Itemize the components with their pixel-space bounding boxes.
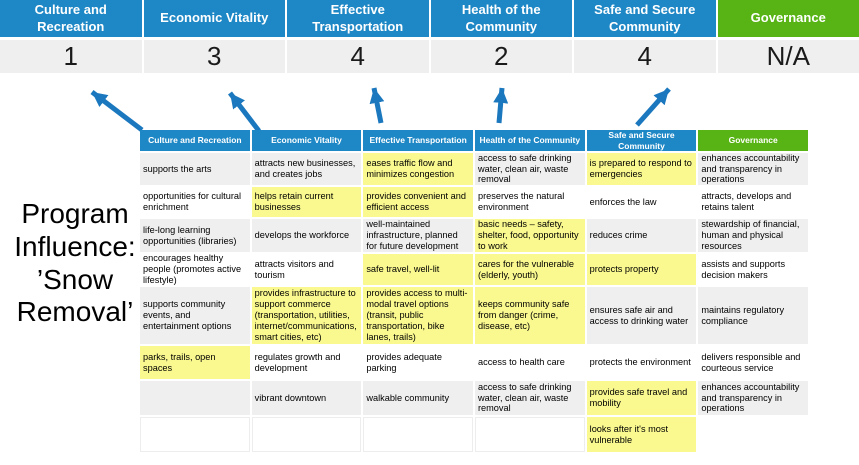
up-arrow-2 [228,91,261,133]
matrix-cell-safe-and-secure-community-row5: ensures safe air and access to drinking … [586,287,697,344]
summary-score-culture-and-recreation: 1 [0,40,142,73]
matrix-cell-effective-transportation-row7: walkable community [363,381,473,415]
matrix-cell-health-of-the-community-row3: basic needs – safety, shelter, food, opp… [474,219,585,252]
matrix-cell-economic-vitality-row4: attracts visitors and tourism [251,254,362,285]
summary-header-economic-vitality: Economic Vitality [143,0,285,37]
matrix-cell-culture-and-recreation-row1: supports the arts [140,153,250,185]
matrix-cell-safe-and-secure-community-row2: enforces the law [586,187,697,217]
matrix-cell-culture-and-recreation-row6: parks, trails, open spaces [140,346,250,379]
matrix-cell-economic-vitality-row5: provides infrastructure to support comme… [251,287,362,344]
matrix-cell-health-of-the-community-row1: access to safe drinking water, clean air… [474,153,585,185]
matrix-cell-governance-row8 [698,417,808,452]
matrix-cell-effective-transportation-row6: provides adequate parking [363,346,473,379]
matrix-header-culture-and-recreation: Culture and Recreation [140,130,250,151]
summary-header-governance: Governance [717,0,859,37]
matrix-header-health-of-the-community: Health of the Community [474,130,585,151]
matrix-cell-economic-vitality-row7: vibrant downtown [251,381,362,415]
matrix-cell-health-of-the-community-row2: preserves the natural environment [474,187,585,217]
matrix-header-governance: Governance [698,130,808,151]
up-arrow-4 [493,87,509,124]
matrix-cell-health-of-the-community-row7: access to safe drinking water, clean air… [474,381,585,415]
influence-matrix: Culture and Recreation Economic Vitality E… [140,130,808,452]
matrix-cell-effective-transportation-row1: eases traffic flow and minimizes congest… [363,153,473,185]
summary-header-culture-and-recreation: Culture and Recreation [0,0,142,37]
matrix-cell-culture-and-recreation-row2: opportunities for cultural enrichment [140,187,250,217]
up-arrow-3 [369,87,385,124]
matrix-header-economic-vitality: Economic Vitality [251,130,362,151]
matrix-header-safe-and-secure-community: Safe and Secure Community [586,130,697,151]
matrix-cell-effective-transportation-row2: provides convenient and efficient access [363,187,473,217]
matrix-cell-safe-and-secure-community-row3: reduces crime [586,219,697,252]
matrix-cell-culture-and-recreation-row3: life-long learning opportunities (librar… [140,219,250,252]
matrix-cell-safe-and-secure-community-row1: is prepared to respond to emergencies [586,153,697,185]
up-arrow-5 [635,87,671,127]
matrix-cell-health-of-the-community-row8 [474,417,585,452]
matrix-cell-economic-vitality-row3: develops the workforce [251,219,362,252]
matrix-cell-safe-and-secure-community-row7: provides safe travel and mobility [586,381,697,415]
matrix-cell-governance-row7: enhances accountability and transparency… [698,381,808,415]
matrix-cell-governance-row2: attracts, develops and retains talent [698,187,808,217]
summary-header-health-of-the-community: Health of the Community [430,0,572,37]
summary-score-safe-and-secure-community: 4 [574,40,716,73]
matrix-cell-culture-and-recreation-row8 [140,417,250,452]
summary-score-governance: N/A [717,40,859,73]
matrix-cell-health-of-the-community-row4: cares for the vulnerable (elderly, youth… [474,254,585,285]
matrix-cell-economic-vitality-row1: attracts new businesses, and creates job… [251,153,362,185]
matrix-header-effective-transportation: Effective Transportation [363,130,473,151]
matrix-cell-culture-and-recreation-row5: supports community events, and entertain… [140,287,250,344]
summary-header-safe-and-secure-community: Safe and Secure Community [574,0,716,37]
matrix-cell-governance-row4: assists and supports decision makers [698,254,808,285]
matrix-cell-governance-row3: stewardship of financial, human and phys… [698,219,808,252]
matrix-cell-effective-transportation-row3: well-maintained infrastructure, planned … [363,219,473,252]
matrix-cell-culture-and-recreation-row4: encourages healthy people (promotes acti… [140,253,250,285]
matrix-cell-culture-and-recreation-row7 [140,381,250,415]
matrix-cell-governance-row1: enhances accountability and transparency… [698,153,808,185]
matrix-cell-economic-vitality-row8 [251,417,362,452]
matrix-cell-health-of-the-community-row5: keeps community safe from danger (crime,… [474,287,585,344]
summary-score-economic-vitality: 3 [143,40,285,73]
summary-table: Culture and Recreation Economic Vitality… [0,0,859,73]
matrix-cell-effective-transportation-row5: provides access to multi-modal travel op… [363,287,473,344]
matrix-cell-governance-row6: delivers responsible and courteous servi… [698,346,808,379]
matrix-cell-effective-transportation-row4: safe travel, well-lit [363,254,473,285]
matrix-cell-effective-transportation-row8 [363,417,473,452]
program-influence-title: Program Influence: ’Snow Removal’ [14,198,136,328]
influence-arrows [90,87,671,133]
matrix-cell-economic-vitality-row2: helps retain current businesses [251,187,362,217]
matrix-cell-safe-and-secure-community-row8: looks after it's most vulnerable [586,417,697,452]
matrix-cell-safe-and-secure-community-row6: protects the environment [586,346,697,379]
matrix-cell-health-of-the-community-row6: access to health care [474,346,585,379]
matrix-cell-economic-vitality-row6: regulates growth and development [251,346,362,379]
summary-header-effective-transportation: Effective Transportation [287,0,429,37]
summary-score-effective-transportation: 4 [287,40,429,73]
up-arrow-1 [90,90,144,132]
matrix-cell-governance-row5: maintains regulatory compliance [698,287,808,344]
matrix-cell-safe-and-secure-community-row4: protects property [586,254,697,285]
summary-score-health-of-the-community: 2 [430,40,572,73]
